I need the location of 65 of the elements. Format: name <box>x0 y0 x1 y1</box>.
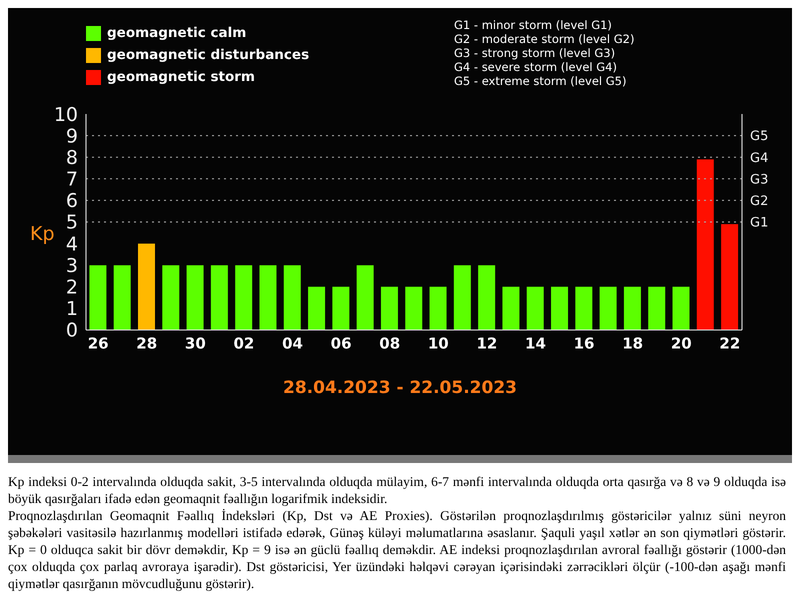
y-tick-label: 0 <box>66 320 78 342</box>
y-tick-label: 8 <box>66 146 78 169</box>
y-tick-label: 1 <box>66 298 78 320</box>
bar <box>502 286 520 330</box>
x-tick-label: 30 <box>184 334 206 353</box>
bar <box>405 286 422 330</box>
bar <box>526 286 544 330</box>
bar <box>478 265 496 330</box>
x-tick-label: 06 <box>330 334 352 353</box>
y-tick-label: 6 <box>66 190 78 212</box>
legend-label: geomagnetic disturbances <box>107 47 310 63</box>
bar <box>721 224 738 330</box>
bar <box>380 286 398 330</box>
y-axis-title: Kp <box>30 223 55 245</box>
x-axis-title: 28.04.2023 - 22.05.2023 <box>282 378 518 398</box>
x-tick-label: 16 <box>574 334 595 353</box>
y-tick-label: 5 <box>66 212 78 234</box>
x-tick-label: 12 <box>476 334 498 353</box>
bar <box>259 265 276 330</box>
bar <box>162 265 180 330</box>
bar <box>600 286 617 330</box>
x-tick-label: 14 <box>525 334 546 353</box>
x-tick-label: 22 <box>719 334 740 353</box>
bar <box>114 265 131 330</box>
bar <box>356 265 374 330</box>
bar <box>308 286 326 330</box>
bar <box>284 265 301 330</box>
bar <box>138 244 155 330</box>
x-tick-label: 18 <box>622 334 644 353</box>
bar <box>696 159 714 330</box>
x-tick-label: 02 <box>233 334 254 353</box>
bar <box>235 265 252 330</box>
bar <box>89 265 106 330</box>
bar <box>332 286 350 330</box>
bar <box>210 265 228 330</box>
x-tick-label: 20 <box>670 334 692 353</box>
bar <box>430 286 447 330</box>
x-tick-label: 10 <box>428 334 449 353</box>
bar <box>186 265 204 330</box>
bar <box>551 286 568 330</box>
y-tick-label: 10 <box>54 104 78 126</box>
text: Proqnozlaşdırılan Geomaqnit Fəallıq İndeksləri (Kp, Dst və AE Proxies). Göstərilən proqnozlaşdırılmış göstəricilər yalnız süni neyron şəbəkələri vasitəsilə hazırlanmış modelləri istifadə edərək, Günəş küləyi məlumatlarına əsaslanır. Şaquli yaşıl xətlər ən son qiymətləri göstərir. Kp = 0 olduqca sakit bir dövr deməkdir, Kp = 9 isə ən güclü fəallıq deməkdir. AE indeksi proqnozlaşdırılan avroral fəallığı göstərir (1000-dən çox olduqda çox parlaq avroraya işarədir). Dst göstəricisi, Yer üzündəki həlqəvi cərəyan içərisindəki zərrəcikləri ölçür (-100-dən aşağı mənfi qiymətlər qasırğanın mövcudluğunu göstərir). <box>8 507 786 592</box>
x-tick-label: 08 <box>379 334 400 353</box>
bar <box>672 286 690 330</box>
x-tick-label: 26 <box>88 334 109 353</box>
y-tick-label: 4 <box>66 233 78 256</box>
legend-label: geomagnetic calm <box>107 25 246 41</box>
y-tick-label: 9 <box>66 125 78 148</box>
y-tick-label: 3 <box>66 254 78 277</box>
ref-line-label: G1 <box>750 216 768 231</box>
bar <box>575 286 592 330</box>
legend-label: geomagnetic storm <box>107 69 255 85</box>
x-tick-label: 04 <box>282 334 303 353</box>
ref-line-label: G5 <box>750 129 768 144</box>
x-tick-label: 28 <box>136 334 158 353</box>
y-tick-label: 7 <box>66 168 78 191</box>
y-tick-label: 2 <box>66 276 78 299</box>
bar <box>624 286 641 330</box>
bar <box>648 286 666 330</box>
ref-line-label: G3 <box>750 172 768 188</box>
ref-line-label: G4 <box>750 150 768 166</box>
ref-line-label: G2 <box>750 194 768 210</box>
text: G1 - minor storm (level G1) G2 - moderate storm (level G2) G3 - strong storm (level G3) G4 - severe storm (level G4) G5 - extreme storm (level G5) <box>454 18 634 88</box>
bar <box>454 265 471 330</box>
text: Kp indeksi 0-2 intervalında olduqda sakit, 3-5 intervalında olduqda mülayim, 6-7 mənfi intervalında olduqda orta qasırğa və 8 və 9 olduqda isə böyük qasırğaları ifadə edən geomaqnit fəallığın logarifmik indeksidir. <box>8 473 786 507</box>
